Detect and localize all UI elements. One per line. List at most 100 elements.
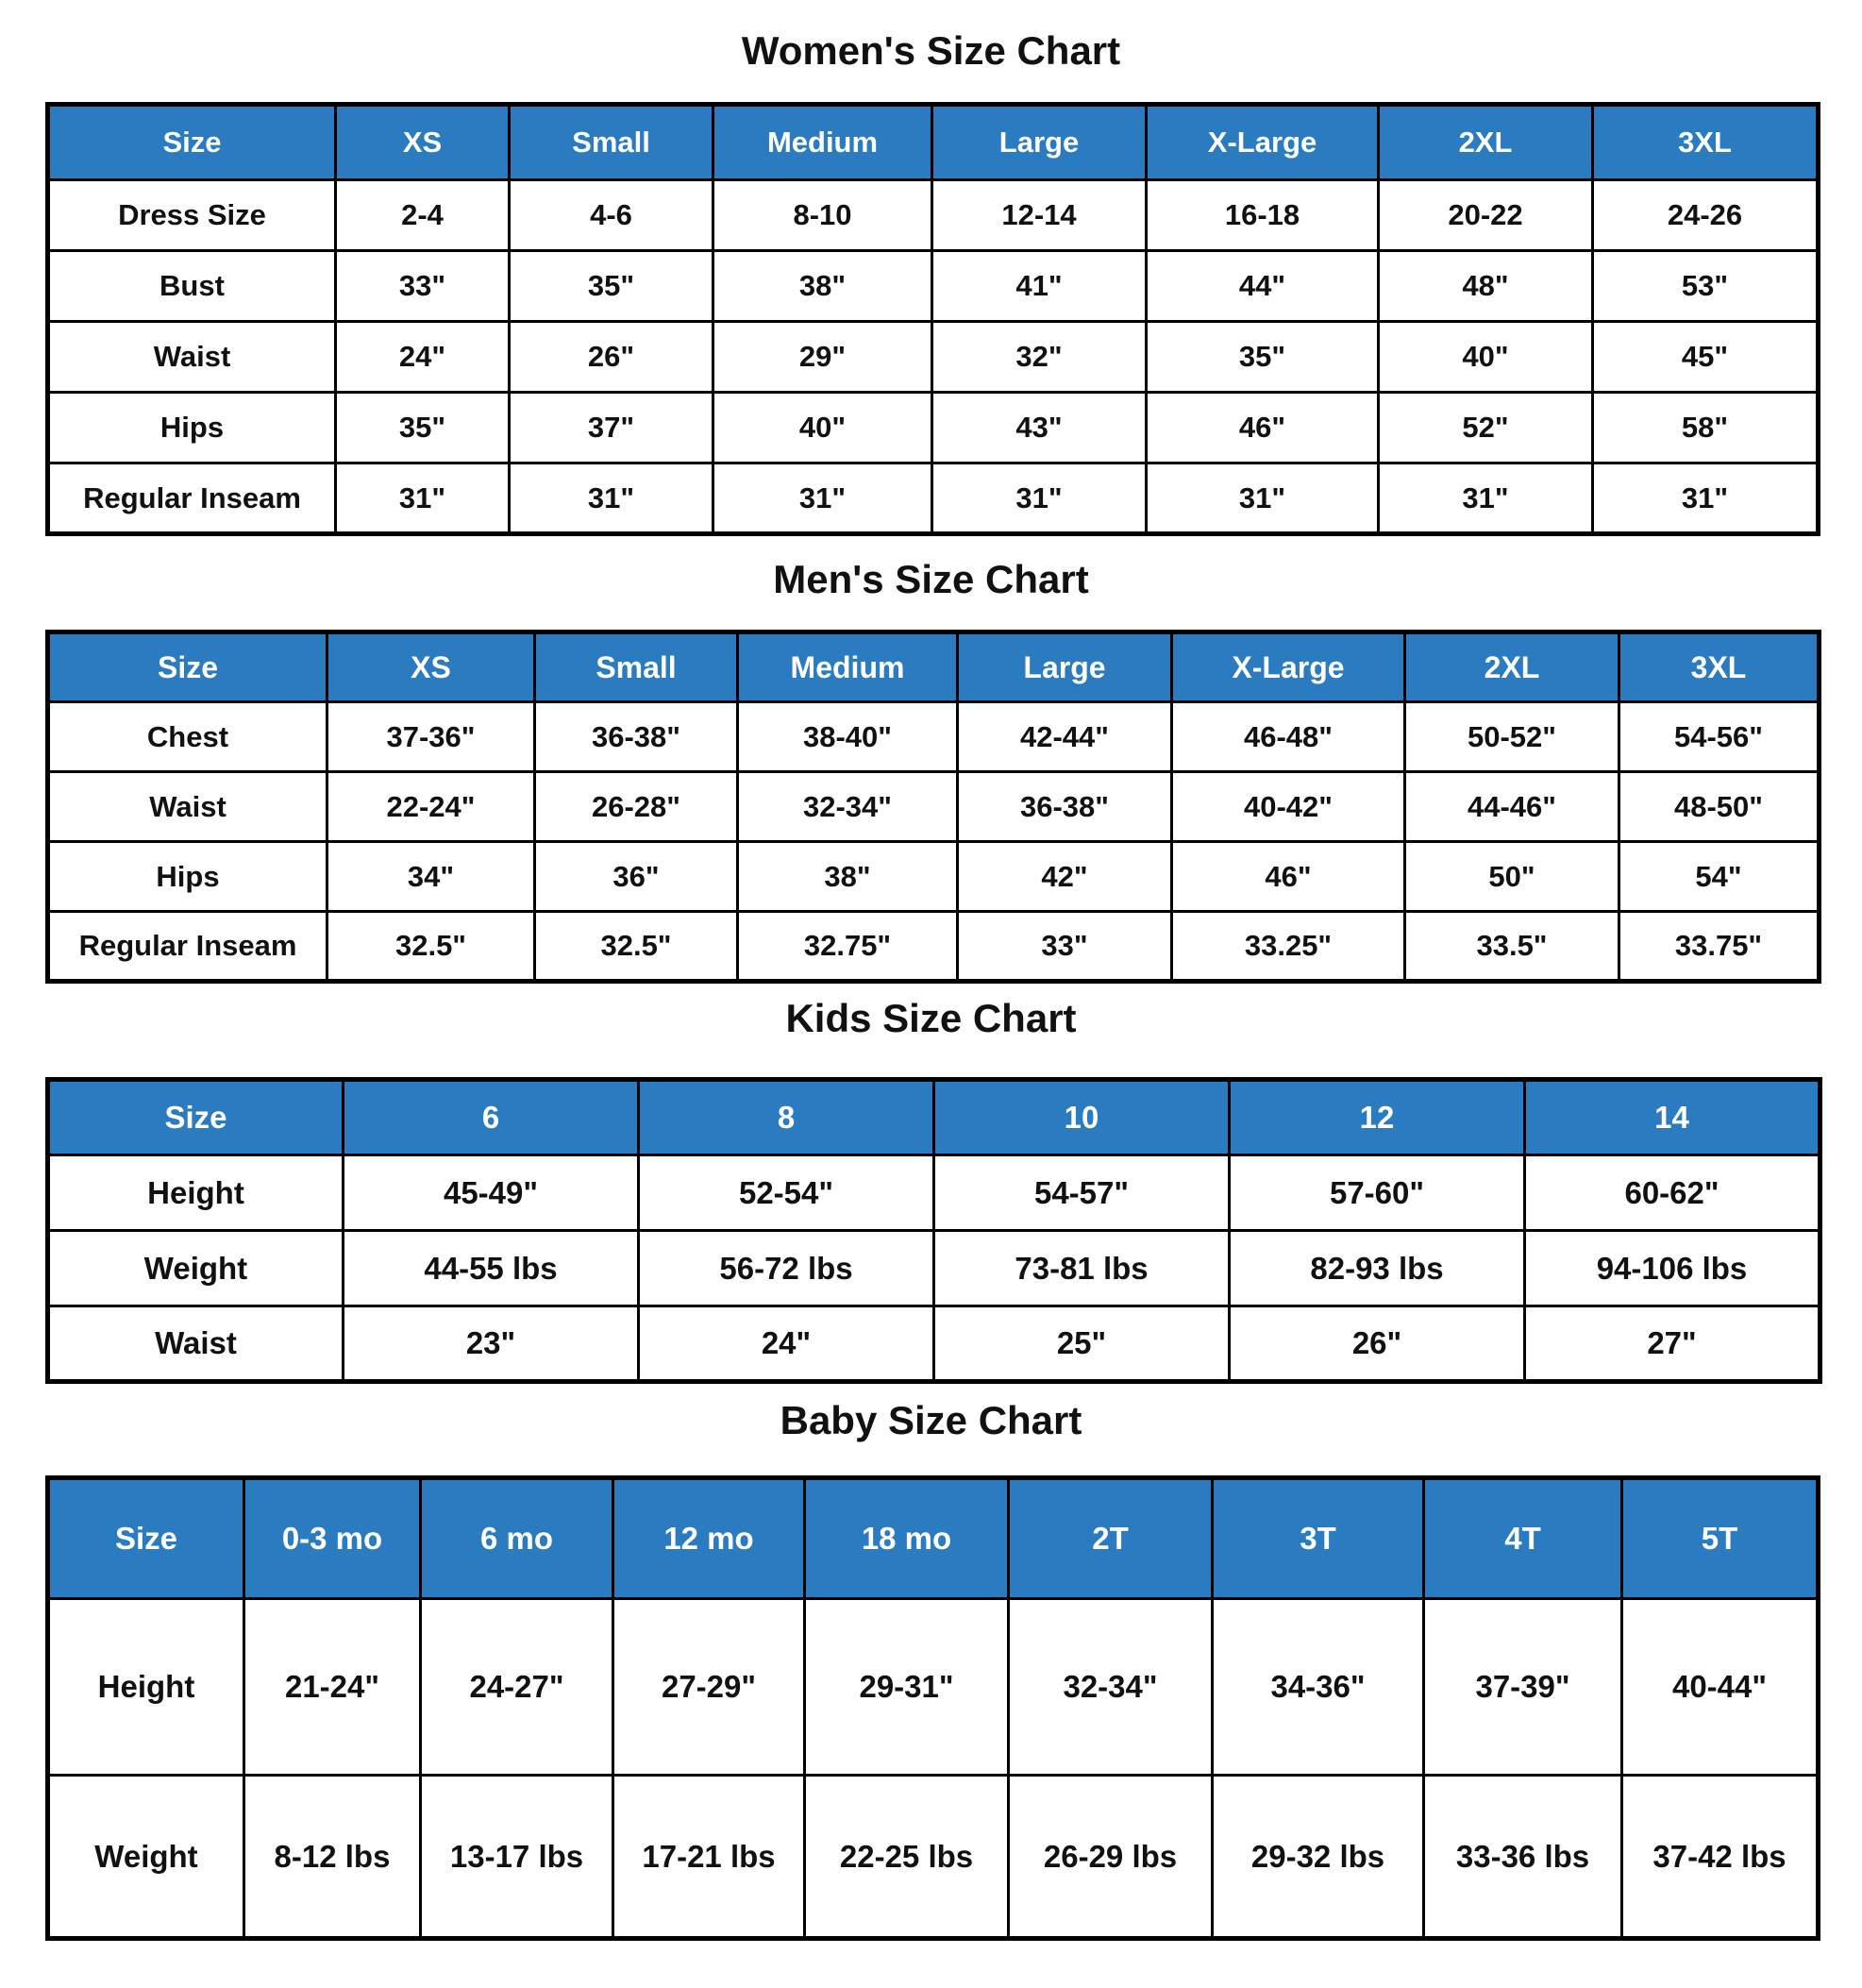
measurement-cell: 27-29" [612, 1597, 806, 1777]
size-column-header: 6 mo [419, 1476, 614, 1600]
row-label-cell: Height [46, 1154, 344, 1232]
row-label-cell: Regular Inseam [46, 462, 337, 535]
measurement-cell: 43" [931, 391, 1148, 464]
measurement-cell: 34-36" [1211, 1597, 1425, 1777]
header-row: Size 0-3 mo 6 mo 12 mo 18 mo 2T 3T 4T 5T [46, 1476, 1820, 1600]
measurement-cell: 38-40" [736, 700, 959, 773]
measurement-cell: 36-38" [956, 770, 1173, 843]
measurement-cell: 24" [334, 320, 511, 394]
measurement-cell: 32.75" [736, 910, 959, 983]
measurement-cell: 24" [637, 1305, 935, 1383]
measurement-cell: 58" [1591, 391, 1820, 464]
measurement-cell: 31" [1377, 462, 1594, 535]
measurement-cell: 32.5" [326, 910, 536, 983]
measurement-cell: 29-32 lbs [1211, 1774, 1425, 1940]
table-row: Regular Inseam 32.5" 32.5" 32.75" 33" 33.25" 3… [46, 910, 1820, 983]
size-column-header: X-Large [1145, 103, 1380, 181]
size-column-header: 12 mo [612, 1476, 806, 1600]
table-row: Regular Inseam 31" 31" 31" 31" 31" 31" 31" [46, 462, 1820, 535]
size-column-header: 12 [1228, 1078, 1526, 1156]
measurement-cell: 32" [931, 320, 1148, 394]
measurement-cell: 54" [1618, 840, 1820, 913]
measurement-cell: 44-55 lbs [342, 1229, 640, 1307]
measurement-cell: 31" [334, 462, 511, 535]
size-column-header: 10 [932, 1078, 1231, 1156]
size-header-cell: Size [46, 1476, 245, 1600]
measurement-cell: 50" [1403, 840, 1620, 913]
measurement-cell: 31" [508, 462, 714, 535]
measurement-cell: 21-24" [243, 1597, 422, 1777]
row-label-cell: Waist [46, 770, 328, 843]
measurement-cell: 37-39" [1422, 1597, 1623, 1777]
measurement-cell: 38" [712, 249, 933, 323]
measurement-cell: 45-49" [342, 1154, 640, 1232]
measurement-cell: 31" [1145, 462, 1380, 535]
size-column-header: 3T [1211, 1476, 1425, 1600]
measurement-cell: 60-62" [1523, 1154, 1821, 1232]
measurement-cell: 31" [1591, 462, 1820, 535]
measurement-cell: 54-56" [1618, 700, 1820, 773]
measurement-cell: 42-44" [956, 700, 1173, 773]
row-label-cell: Waist [46, 320, 337, 394]
measurement-cell: 33.5" [1403, 910, 1620, 983]
row-label-cell: Chest [46, 700, 328, 773]
row-label-cell: Height [46, 1597, 245, 1777]
measurement-cell: 44" [1145, 249, 1380, 323]
size-column-header: 2T [1007, 1476, 1214, 1600]
size-column-header: Large [931, 103, 1148, 181]
measurement-cell: 16-18 [1145, 178, 1380, 252]
table-row: Waist 22-24" 26-28" 32-34" 36-38" 40-42" 44-46… [46, 770, 1820, 843]
measurement-cell: 35" [334, 391, 511, 464]
size-column-header: Medium [736, 631, 959, 703]
measurement-cell: 29" [712, 320, 933, 394]
kids-chart-title: Kids Size Chart [785, 996, 1077, 1040]
measurement-cell: 2-4 [334, 178, 511, 252]
measurement-cell: 40-44" [1620, 1597, 1820, 1777]
row-label-cell: Weight [46, 1774, 245, 1940]
measurement-cell: 82-93 lbs [1228, 1229, 1526, 1307]
measurement-cell: 8-10 [712, 178, 933, 252]
measurement-cell: 37-42 lbs [1620, 1774, 1820, 1940]
measurement-cell: 37" [508, 391, 714, 464]
measurement-cell: 23" [342, 1305, 640, 1383]
measurement-cell: 26-29 lbs [1007, 1774, 1214, 1940]
measurement-cell: 33.75" [1618, 910, 1820, 983]
measurement-cell: 26" [1228, 1305, 1526, 1383]
measurement-cell: 56-72 lbs [637, 1229, 935, 1307]
measurement-cell: 12-14 [931, 178, 1148, 252]
size-column-header: 3XL [1618, 631, 1820, 703]
size-header-cell: Size [46, 631, 328, 703]
size-column-header: 18 mo [803, 1476, 1010, 1600]
measurement-cell: 32.5" [533, 910, 739, 983]
measurement-cell: 54-57" [932, 1154, 1231, 1232]
size-header-cell: Size [46, 1078, 344, 1156]
header-row: Size XS Small Medium Large X-Large 2XL 3XL [46, 103, 1820, 181]
size-column-header: 3XL [1591, 103, 1820, 181]
size-column-header: 14 [1523, 1078, 1821, 1156]
table-row: Dress Size 2-4 4-6 8-10 12-14 16-18 20-22 24-26 [46, 178, 1820, 252]
measurement-cell: 48-50" [1618, 770, 1820, 843]
measurement-cell: 22-24" [326, 770, 536, 843]
measurement-cell: 25" [932, 1305, 1231, 1383]
table-row: Chest 37-36" 36-38" 38-40" 42-44" 46-48" 50-52… [46, 700, 1820, 773]
measurement-cell: 22-25 lbs [803, 1774, 1010, 1940]
table-row: Weight 8-12 lbs 13-17 lbs 17-21 lbs 22-25 lb… [46, 1774, 1820, 1940]
kids-size-table: Size 6 8 10 12 14 Height 45-49" 52-54" 54-57" 57-6… [45, 1077, 1822, 1384]
measurement-cell: 31" [931, 462, 1148, 535]
measurement-cell: 33-36 lbs [1422, 1774, 1623, 1940]
measurement-cell: 32-34" [1007, 1597, 1214, 1777]
measurement-cell: 40" [1377, 320, 1594, 394]
measurement-cell: 94-106 lbs [1523, 1229, 1821, 1307]
table-row: Waist 24" 26" 29" 32" 35" 40" 45" [46, 320, 1820, 394]
size-column-header: X-Large [1170, 631, 1406, 703]
measurement-cell: 33" [334, 249, 511, 323]
baby-chart-title: Baby Size Chart [780, 1398, 1082, 1442]
measurement-cell: 46" [1170, 840, 1406, 913]
measurement-cell: 44-46" [1403, 770, 1620, 843]
measurement-cell: 38" [736, 840, 959, 913]
size-column-header: 4T [1422, 1476, 1623, 1600]
measurement-cell: 52-54" [637, 1154, 935, 1232]
measurement-cell: 50-52" [1403, 700, 1620, 773]
measurement-cell: 26" [508, 320, 714, 394]
measurement-cell: 24-26 [1591, 178, 1820, 252]
